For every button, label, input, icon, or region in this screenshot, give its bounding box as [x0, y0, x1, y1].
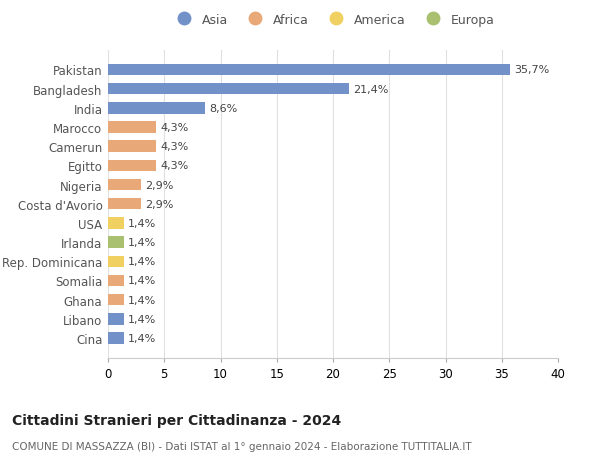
Text: 1,4%: 1,4%: [128, 238, 157, 247]
Text: 35,7%: 35,7%: [514, 65, 550, 75]
Text: 2,9%: 2,9%: [145, 180, 173, 190]
Text: 1,4%: 1,4%: [128, 295, 157, 305]
Bar: [108, 64, 509, 76]
Bar: [108, 237, 124, 248]
Legend: Asia, Africa, America, Europa: Asia, Africa, America, Europa: [172, 14, 494, 27]
Bar: [108, 122, 157, 134]
Text: 2,9%: 2,9%: [145, 199, 173, 209]
Text: 8,6%: 8,6%: [209, 104, 238, 113]
Text: 4,3%: 4,3%: [161, 142, 189, 152]
Text: 4,3%: 4,3%: [161, 123, 189, 133]
Text: 4,3%: 4,3%: [161, 161, 189, 171]
Text: Cittadini Stranieri per Cittadinanza - 2024: Cittadini Stranieri per Cittadinanza - 2…: [12, 413, 341, 427]
Bar: [108, 84, 349, 95]
Bar: [108, 275, 124, 286]
Bar: [108, 256, 124, 268]
Bar: [108, 313, 124, 325]
Bar: [108, 333, 124, 344]
Bar: [108, 198, 140, 210]
Text: 21,4%: 21,4%: [353, 84, 389, 95]
Text: 1,4%: 1,4%: [128, 333, 157, 343]
Text: 1,4%: 1,4%: [128, 276, 157, 286]
Text: 1,4%: 1,4%: [128, 257, 157, 267]
Text: 1,4%: 1,4%: [128, 218, 157, 229]
Bar: [108, 218, 124, 229]
Bar: [108, 160, 157, 172]
Bar: [108, 141, 157, 152]
Bar: [108, 179, 140, 191]
Bar: [108, 294, 124, 306]
Text: 1,4%: 1,4%: [128, 314, 157, 324]
Bar: [108, 103, 205, 114]
Text: COMUNE DI MASSAZZA (BI) - Dati ISTAT al 1° gennaio 2024 - Elaborazione TUTTITALI: COMUNE DI MASSAZZA (BI) - Dati ISTAT al …: [12, 441, 472, 451]
